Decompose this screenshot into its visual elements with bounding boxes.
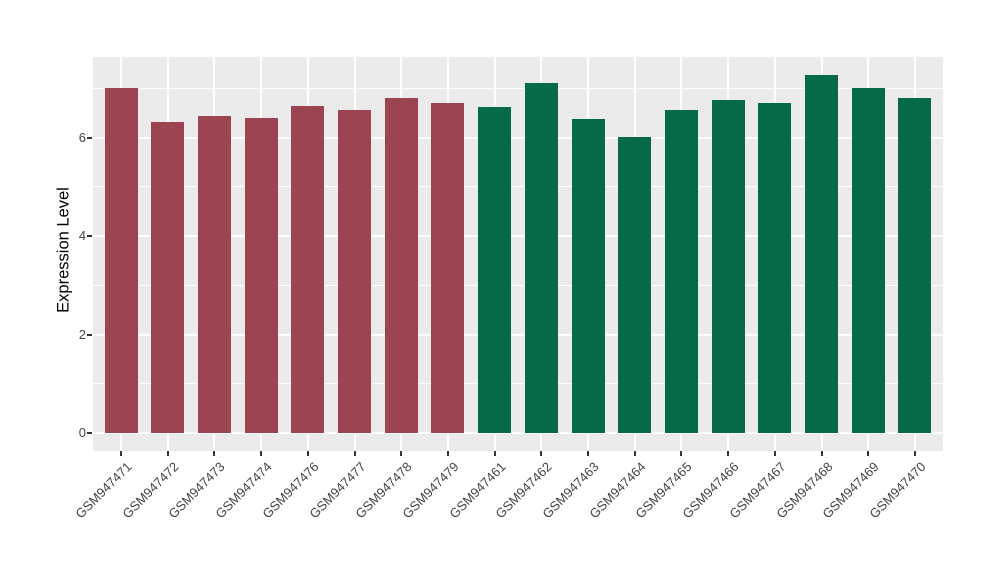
y-tick-mark (87, 136, 92, 139)
bar-GSM947467 (758, 103, 792, 433)
bar-GSM947470 (898, 97, 932, 433)
plot-panel (93, 57, 943, 451)
x-tick-mark (540, 451, 543, 456)
y-tick-label-6: 6 (78, 129, 86, 145)
x-tick-mark (353, 451, 356, 456)
bar-GSM947473 (197, 116, 231, 433)
x-tick-mark (913, 451, 916, 456)
x-tick-mark (587, 451, 590, 456)
y-tick-label-4: 4 (78, 228, 86, 244)
gridline-minor (93, 87, 943, 89)
y-tick-mark (87, 235, 92, 238)
x-tick-mark (446, 451, 449, 456)
y-tick-label-2: 2 (78, 326, 86, 342)
bar-GSM947478 (384, 98, 418, 433)
y-tick-label-0: 0 (78, 425, 86, 440)
x-tick-mark (493, 451, 496, 456)
gridline-major (93, 235, 943, 238)
x-tick-mark (820, 451, 823, 456)
bar-GSM947479 (431, 102, 465, 433)
x-tick-mark (867, 451, 870, 456)
gridline-minor (93, 284, 943, 286)
gridline-minor (93, 186, 943, 188)
x-tick-mark (306, 451, 309, 456)
x-tick-mark (120, 451, 123, 456)
x-tick-mark (400, 451, 403, 456)
bar-GSM947463 (571, 118, 605, 433)
bar-GSM947466 (711, 99, 745, 433)
bar-GSM947461 (478, 106, 512, 433)
y-tick-mark (87, 432, 92, 434)
bar-GSM947465 (664, 110, 698, 433)
bar-GSM947476 (291, 105, 325, 433)
x-tick-mark (166, 451, 169, 456)
bar-GSM947472 (151, 121, 185, 433)
y-tick-mark (87, 333, 92, 336)
gridline-major (93, 333, 943, 336)
x-tick-mark (260, 451, 263, 456)
x-tick-mark (633, 451, 636, 456)
bar-GSM947469 (851, 88, 885, 433)
x-tick-mark (680, 451, 683, 456)
bar-GSM947474 (244, 117, 278, 433)
gridline-major (93, 432, 943, 434)
x-tick-mark (773, 451, 776, 456)
bar-GSM947477 (338, 110, 372, 433)
bar-GSM947468 (805, 75, 839, 433)
bar-GSM947462 (524, 82, 558, 433)
gridline-minor (93, 383, 943, 385)
bar-GSM947471 (104, 88, 138, 433)
x-tick-mark (213, 451, 216, 456)
gridline-major (93, 136, 943, 139)
y-axis-title: Expression Level (54, 187, 73, 313)
x-tick-mark (727, 451, 730, 456)
bar-GSM947464 (618, 137, 652, 433)
